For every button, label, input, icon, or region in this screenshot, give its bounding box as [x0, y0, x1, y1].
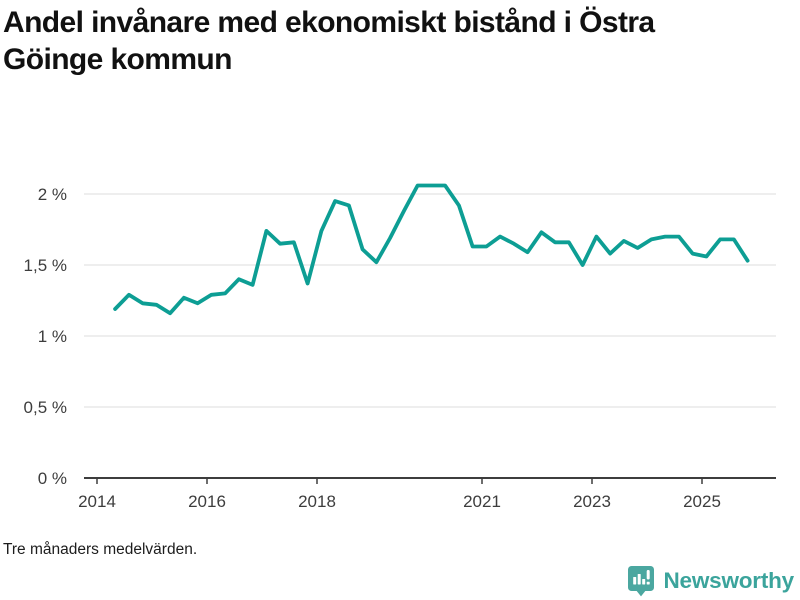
- x-tick-label: 2021: [463, 492, 501, 511]
- x-tick-label: 2018: [298, 492, 336, 511]
- footer-note: Tre månaders medelvärden.: [3, 541, 198, 558]
- newsworthy-logo[interactable]: Newsworthy: [627, 565, 794, 597]
- y-tick-label: 1 %: [38, 327, 67, 346]
- y-tick-label: 2 %: [38, 185, 67, 204]
- x-tick-label: 2025: [683, 492, 721, 511]
- y-tick-label: 1,5 %: [24, 256, 67, 275]
- chart-title: Andel invånare med ekonomiskt bistånd i …: [3, 6, 655, 76]
- data-line: [113, 183, 750, 316]
- y-tick-label: 0,5 %: [24, 398, 67, 417]
- line-chart: 0 % 0,5 % 1 % 1,5 % 2 % 2014 2016 2018 2021 2023 2…: [24, 183, 776, 511]
- newsworthy-icon: [627, 565, 655, 597]
- y-tick-label: 0 %: [38, 469, 67, 488]
- x-tick-label: 2016: [188, 492, 226, 511]
- x-tick-label: 2014: [78, 492, 116, 511]
- x-tick-label: 2023: [573, 492, 611, 511]
- newsworthy-logo-text: Newsworthy: [663, 568, 794, 593]
